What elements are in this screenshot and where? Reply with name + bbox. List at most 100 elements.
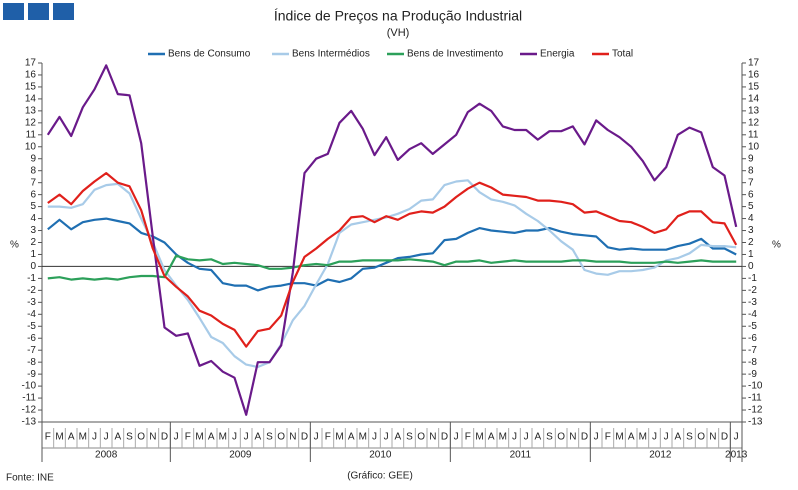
y2-tick-label: 3 — [748, 225, 754, 236]
y-tick-label: 17 — [25, 58, 37, 69]
y2-tick-label: 13 — [748, 106, 760, 117]
year-label: 2011 — [510, 450, 532, 461]
series-line — [46, 64, 738, 416]
legend-label: Total — [612, 49, 633, 60]
y2-tick-label: -8 — [748, 357, 757, 368]
y2-tick-label: 2 — [748, 237, 754, 248]
y2-tick-label: -5 — [748, 321, 757, 332]
y-tick-label: 2 — [30, 237, 36, 248]
y-tick-label: 16 — [25, 70, 37, 81]
y2-tick-label: 16 — [748, 70, 760, 81]
x-tick-label: J — [244, 432, 249, 443]
y2-tick-label: -7 — [748, 345, 757, 356]
x-tick-label: F — [605, 432, 611, 443]
x-tick-label: J — [104, 432, 109, 443]
series-line — [47, 172, 738, 348]
y-tick-label: 0 — [30, 261, 36, 272]
year-label: 2010 — [369, 450, 392, 461]
y2-tick-label: 4 — [748, 213, 754, 224]
y-tick-label: 4 — [30, 213, 36, 224]
x-tick-label: M — [335, 432, 343, 443]
y2-tick-label: 6 — [748, 189, 754, 200]
year-label: 2013 — [725, 450, 748, 461]
y2-tick-label: -6 — [748, 333, 757, 344]
x-tick-label: S — [406, 432, 413, 443]
x-tick-label: S — [126, 432, 133, 443]
y-tick-label: 13 — [25, 106, 37, 117]
credit: (Gráfico: GEE) — [347, 471, 413, 482]
x-tick-label: A — [534, 432, 541, 443]
x-tick-label: D — [581, 432, 588, 443]
x-tick-label: M — [615, 432, 623, 443]
legend-label: Energia — [540, 49, 575, 60]
y-tick-label: -3 — [27, 297, 36, 308]
legend-label: Bens de Consumo — [168, 49, 251, 60]
series-line — [47, 254, 737, 281]
x-tick-label: J — [664, 432, 669, 443]
y-tick-label: -4 — [27, 309, 36, 320]
y-tick-label: -13 — [22, 417, 37, 428]
y2-axis-label: % — [772, 240, 781, 251]
y-tick-label: 12 — [25, 117, 37, 128]
y2-tick-label: 5 — [748, 201, 754, 212]
y-tick-label: -7 — [27, 345, 36, 356]
y-tick-label: 3 — [30, 225, 36, 236]
x-tick-label: N — [569, 432, 576, 443]
y2-tick-label: 10 — [748, 141, 760, 152]
x-tick-label: D — [721, 432, 728, 443]
x-tick-label: D — [161, 432, 168, 443]
y-tick-label: 6 — [30, 189, 36, 200]
source: Fonte: INE — [6, 473, 54, 484]
y-tick-label: -2 — [27, 285, 36, 296]
x-tick-label: M — [195, 432, 203, 443]
y2-tick-label: 14 — [748, 94, 760, 105]
y-tick-label: 5 — [30, 201, 36, 212]
x-tick-label: A — [674, 432, 681, 443]
x-tick-label: S — [686, 432, 693, 443]
x-tick-label: F — [465, 432, 471, 443]
x-tick-label: O — [557, 432, 565, 443]
x-tick-label: S — [266, 432, 273, 443]
y2-tick-label: -13 — [748, 417, 763, 428]
y2-tick-label: -4 — [748, 309, 757, 320]
x-tick-label: A — [68, 432, 75, 443]
y-tick-label: -1 — [27, 273, 36, 284]
x-tick-label: J — [512, 432, 517, 443]
y2-tick-label: 9 — [748, 153, 754, 164]
y-tick-label: -11 — [22, 393, 36, 404]
x-tick-label: J — [734, 432, 739, 443]
legend-label: Bens Intermédios — [292, 49, 370, 60]
x-tick-label: J — [314, 432, 319, 443]
y-tick-label: 15 — [25, 82, 37, 93]
y-tick-label: 9 — [30, 153, 36, 164]
y2-tick-label: -3 — [748, 297, 757, 308]
year-label: 2012 — [649, 450, 672, 461]
y2-tick-label: -2 — [748, 285, 757, 296]
y-tick-label: 8 — [30, 165, 36, 176]
x-tick-label: D — [441, 432, 448, 443]
x-tick-label: J — [384, 432, 389, 443]
x-tick-label: J — [594, 432, 599, 443]
x-tick-label: M — [499, 432, 507, 443]
year-label: 2009 — [229, 450, 252, 461]
x-tick-label: A — [114, 432, 121, 443]
y-tick-label: -12 — [22, 405, 37, 416]
x-tick-label: A — [208, 432, 215, 443]
y-tick-label: 1 — [30, 249, 36, 260]
y-tick-label: 11 — [26, 129, 37, 140]
x-tick-label: J — [454, 432, 459, 443]
y-axis-label: % — [10, 240, 19, 251]
x-tick-label: A — [488, 432, 495, 443]
logo-block — [28, 3, 49, 20]
x-tick-label: M — [219, 432, 227, 443]
x-tick-label: M — [55, 432, 63, 443]
x-tick-label: M — [639, 432, 647, 443]
x-tick-label: N — [149, 432, 156, 443]
y2-tick-label: 1 — [748, 249, 754, 260]
x-tick-label: O — [697, 432, 705, 443]
chart-subtitle: (VH) — [387, 27, 410, 39]
x-tick-label: N — [429, 432, 436, 443]
x-tick-label: D — [301, 432, 308, 443]
y2-tick-label: 11 — [748, 129, 759, 140]
y-tick-label: -10 — [22, 381, 37, 392]
